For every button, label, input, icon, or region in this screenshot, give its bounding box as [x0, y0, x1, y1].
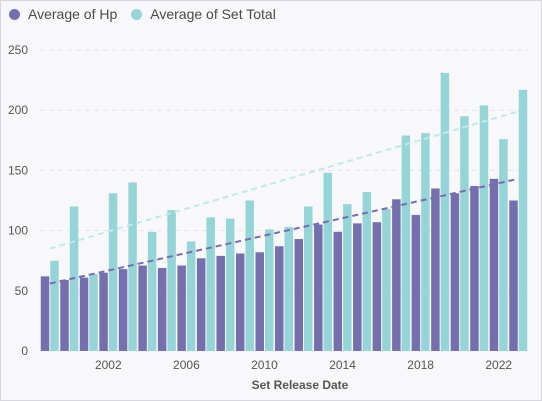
x-tick-2018: 2018 [407, 358, 434, 372]
bar-hp-2008 [216, 255, 225, 351]
bars [40, 72, 528, 352]
y-tick-50: 50 [15, 284, 29, 298]
x-tick-2002: 2002 [95, 358, 122, 372]
legend-label-hp: Average of Hp [28, 6, 118, 22]
bar-hp-2018 [411, 214, 421, 351]
x-axis-title: Set Release Date [252, 378, 349, 392]
bar-set-total-2012 [304, 206, 313, 351]
bar-set-total-2007 [206, 217, 215, 351]
legend-item-hp[interactable]: Average of Hp [9, 6, 117, 22]
bar-hp-2006 [177, 265, 186, 351]
bar-set-total-2022 [499, 139, 508, 351]
bar-hp-2015 [353, 223, 362, 351]
bar-hp-2001 [79, 277, 89, 351]
x-tick-2010: 2010 [251, 358, 278, 372]
bar-set-total-2001 [89, 273, 98, 351]
chart-legend: Average of Hp Average of Set Total [9, 6, 290, 22]
bar-set-total-2011 [284, 226, 293, 351]
bar-set-total-2017 [401, 135, 411, 351]
trendline-hp [49, 177, 519, 285]
bar-set-total-2010 [264, 229, 274, 351]
bar-set-total-2020 [460, 116, 469, 351]
trendlines [49, 110, 519, 285]
bar-hp-2005 [157, 267, 167, 351]
trendline-set-total [49, 110, 519, 250]
x-tick-2006: 2006 [173, 358, 200, 372]
bar-hp-2011 [275, 246, 284, 351]
bar-hp-2010 [255, 252, 264, 351]
bar-set-total-2006 [186, 241, 196, 351]
y-axis-ticks: 0 50 100 150 200 250 [8, 43, 28, 358]
bar-set-total-2018 [421, 133, 430, 351]
y-tick-250: 250 [8, 43, 28, 57]
bar-set-total-2008 [225, 218, 235, 351]
bar-hp-2012 [294, 239, 304, 351]
bar-hp-2009 [235, 253, 245, 351]
y-tick-200: 200 [8, 103, 28, 117]
bar-set-total-2005 [167, 210, 176, 351]
bar-hp-2023 [509, 200, 518, 351]
bar-hp-2022 [489, 178, 499, 351]
x-axis-ticks: 2002 2006 2010 2014 2018 2022 [95, 358, 512, 372]
bar-hp-1999 [40, 276, 50, 351]
bar-set-total-2019 [440, 72, 450, 351]
y-tick-150: 150 [8, 163, 28, 177]
bar-set-total-2004 [147, 231, 157, 351]
bar-set-total-2023 [518, 89, 528, 352]
bar-hp-2003 [118, 269, 128, 351]
bar-hp-2000 [60, 279, 69, 351]
bar-hp-2013 [314, 224, 323, 351]
bar-hp-2004 [138, 265, 147, 351]
bar-set-total-2016 [382, 208, 391, 351]
x-tick-2022: 2022 [485, 358, 512, 372]
y-tick-0: 0 [21, 344, 28, 358]
legend-swatch-set-total [131, 8, 143, 20]
bar-hp-2021 [470, 186, 479, 351]
bar-hp-2016 [372, 222, 382, 351]
bar-hp-2007 [196, 258, 206, 351]
bar-set-total-2015 [362, 192, 372, 351]
bar-hp-2020 [450, 193, 460, 351]
bar-hp-2014 [333, 231, 343, 351]
bar-hp-2002 [99, 272, 108, 351]
bar-set-total-2003 [128, 182, 137, 351]
x-tick-2014: 2014 [329, 358, 356, 372]
bar-hp-2019 [431, 188, 440, 351]
legend-label-set-total: Average of Set Total [150, 6, 276, 22]
bar-set-total-2009 [245, 200, 254, 351]
bar-set-total-2002 [108, 193, 118, 351]
legend-item-set-total[interactable]: Average of Set Total [131, 6, 276, 22]
bar-set-total-2013 [323, 172, 333, 351]
legend-swatch-hp [9, 8, 20, 20]
bar-set-total-2021 [479, 105, 489, 351]
bar-set-total-2014 [343, 204, 352, 351]
bar-hp-2017 [392, 199, 401, 351]
bar-set-total-1999 [50, 260, 59, 351]
y-tick-100: 100 [8, 224, 28, 238]
